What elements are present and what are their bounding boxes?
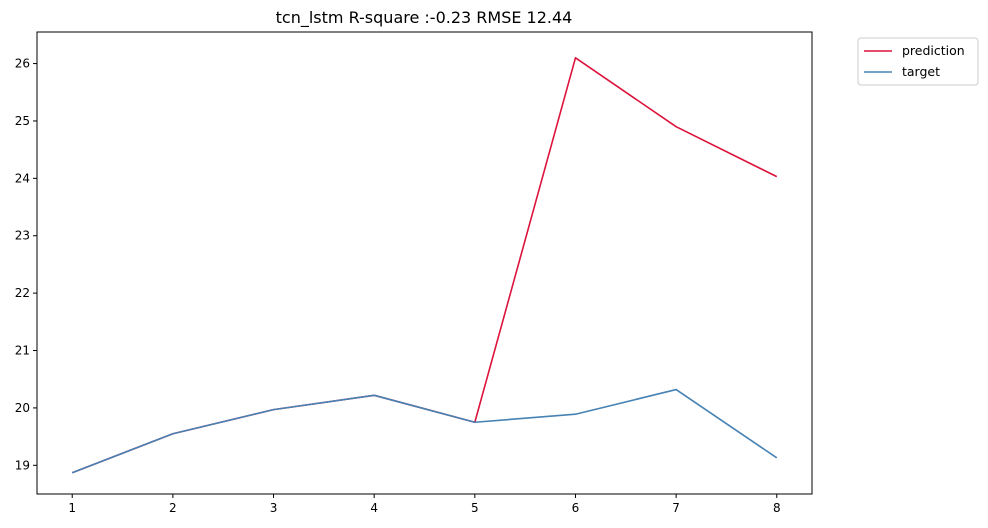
x-tick-label: 5 [471,501,479,515]
y-tick-label: 20 [15,401,30,415]
y-tick-label: 25 [15,114,30,128]
series-line-prediction [71,57,778,474]
legend-box [857,37,979,86]
x-tick-label: 3 [270,501,278,515]
y-tick-label: 26 [15,57,30,71]
axes-frame [36,31,813,495]
legend: prediction target [857,37,979,86]
x-tick-label: 1 [68,501,76,515]
y-tick-label: 24 [15,171,30,185]
series-line-target [71,388,778,474]
x-tick-label: 6 [572,501,580,515]
x-tick-label: 2 [169,501,177,515]
y-tick-label: 22 [15,286,30,300]
y-tick-label: 23 [15,229,30,243]
x-tick-label: 8 [773,501,781,515]
x-tick-label: 4 [370,501,378,515]
y-tick-label: 19 [15,458,30,472]
legend-label-target: target [902,64,940,79]
legend-label-prediction: prediction [902,43,965,58]
chart-title: tcn_lstm R-square :-0.23 RMSE 12.44 [276,8,573,28]
x-tick-label: 7 [672,501,680,515]
y-tick-label: 21 [15,344,30,358]
